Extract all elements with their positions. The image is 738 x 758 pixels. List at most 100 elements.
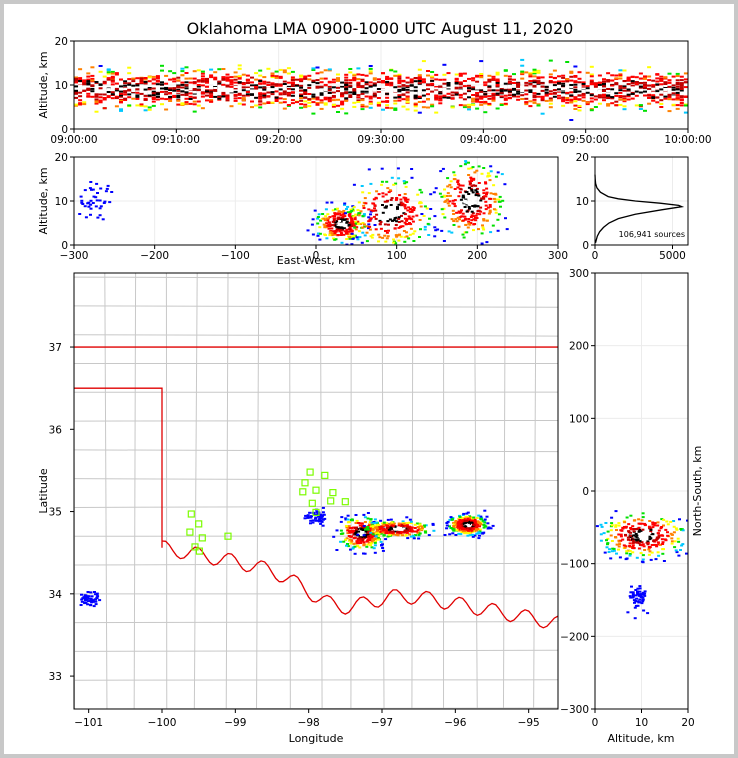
lma-source <box>442 94 447 97</box>
lma-source <box>327 98 332 101</box>
lma-source <box>474 189 478 192</box>
lma-source <box>482 526 486 529</box>
y-tick-label: 20 <box>576 152 589 164</box>
lma-source <box>315 511 319 514</box>
lma-source <box>456 216 460 219</box>
lma-source <box>634 589 638 591</box>
lma-source <box>491 77 496 80</box>
lma-source <box>663 83 668 85</box>
lma-source <box>339 540 343 543</box>
lma-source <box>352 533 356 536</box>
lma-source <box>367 208 371 211</box>
lma-source <box>635 597 639 600</box>
lma-source <box>205 78 209 81</box>
lma-source <box>342 227 346 230</box>
lma-source <box>290 84 295 87</box>
lma-source <box>655 83 660 86</box>
lma-source <box>392 213 396 216</box>
lma-source <box>466 517 470 520</box>
lma-source <box>324 215 328 218</box>
lma-source <box>86 603 90 606</box>
lma-source <box>74 96 78 99</box>
lma-source <box>548 106 553 109</box>
lma-source <box>354 220 358 223</box>
lma-source <box>352 79 357 82</box>
lma-source <box>361 215 365 218</box>
lma-source <box>282 69 287 72</box>
lma-source <box>468 207 471 210</box>
lma-source <box>393 70 398 73</box>
lma-source <box>589 79 594 82</box>
lma-source <box>351 208 355 211</box>
lma-source <box>368 95 373 98</box>
lma-source <box>370 540 374 543</box>
lma-source <box>323 226 327 229</box>
lma-source <box>453 178 457 181</box>
lma-source <box>139 105 144 107</box>
lma-source <box>426 74 430 77</box>
lma-source <box>561 100 566 103</box>
lma-source <box>375 527 379 530</box>
lma-source <box>548 90 553 93</box>
lma-source <box>295 87 299 90</box>
lma-source <box>683 94 688 97</box>
lma-source <box>303 103 308 106</box>
lma-source <box>356 82 361 85</box>
lma-source <box>467 77 471 80</box>
lma-source <box>385 83 390 86</box>
county-line <box>225 273 229 709</box>
lma-source <box>192 90 197 93</box>
lma-source <box>395 235 399 238</box>
lma-source <box>581 90 586 93</box>
lma-source <box>632 530 636 533</box>
lma-source <box>374 209 378 212</box>
lma-source <box>436 228 440 231</box>
lma-source <box>466 523 470 526</box>
lma-source <box>229 79 234 82</box>
lma-source <box>245 94 250 97</box>
lma-source <box>86 78 91 81</box>
lma-source <box>452 529 456 532</box>
lma-source <box>456 522 460 525</box>
lma-source <box>110 91 115 94</box>
lma-source <box>458 89 463 92</box>
lma-source <box>229 85 234 88</box>
lma-source <box>610 88 615 91</box>
lma-source <box>82 596 86 599</box>
lma-source <box>110 191 114 193</box>
lma-source <box>540 112 545 115</box>
lma-source <box>403 240 407 243</box>
lma-source <box>417 80 422 82</box>
lma-source <box>659 527 663 530</box>
lma-source <box>641 516 645 519</box>
lma-source <box>184 94 189 97</box>
lma-source <box>213 71 218 74</box>
lma-source <box>345 238 349 240</box>
lma-source <box>390 209 394 212</box>
lma-source <box>386 199 389 202</box>
lma-source <box>488 204 492 206</box>
lma-source <box>168 95 173 98</box>
lma-source <box>627 531 631 534</box>
lma-source <box>471 79 476 82</box>
lma-source <box>675 97 680 100</box>
lma-source <box>573 98 578 101</box>
lma-source <box>317 232 320 235</box>
lma-source <box>89 591 93 594</box>
lma-source <box>356 67 361 70</box>
lma-source <box>327 100 332 103</box>
lma-source <box>172 87 177 90</box>
lma-source <box>597 96 602 99</box>
lma-source <box>651 523 655 526</box>
lma-source <box>325 237 329 240</box>
lma-source <box>414 530 418 533</box>
lma-source <box>381 204 384 206</box>
lma-source <box>321 524 325 527</box>
lma-source <box>430 79 435 82</box>
lma-source <box>536 80 541 83</box>
lma-source <box>221 95 226 98</box>
lma-source <box>348 538 352 541</box>
lma-source <box>274 70 279 73</box>
lma-source <box>610 74 615 77</box>
lma-source <box>410 168 414 170</box>
